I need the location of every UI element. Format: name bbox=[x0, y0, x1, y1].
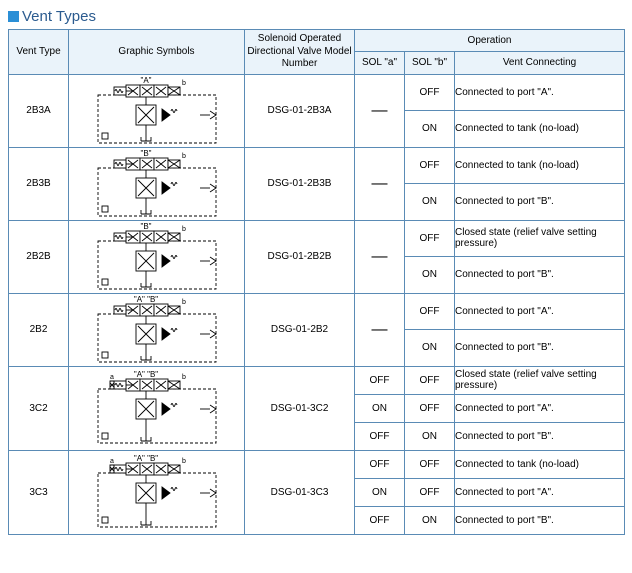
vent-connecting-cell: Connected to port "B". bbox=[455, 506, 625, 534]
vent-type-cell: 2B3A bbox=[9, 74, 69, 147]
vent-type-cell: 3C2 bbox=[9, 366, 69, 450]
sol-a-cell: ON bbox=[355, 478, 405, 506]
vent-connecting-cell: Connected to port "A". bbox=[455, 293, 625, 330]
vent-connecting-cell: Connected to port "A". bbox=[455, 74, 625, 111]
sol-b-cell: ON bbox=[405, 330, 455, 367]
graphic-symbol-cell: "A" "B" b bbox=[69, 293, 245, 366]
sol-b-cell: ON bbox=[405, 422, 455, 450]
svg-text:b: b bbox=[182, 80, 186, 87]
header-sol-a: SOL "a" bbox=[355, 52, 405, 74]
vent-type-cell: 2B3B bbox=[9, 147, 69, 220]
sol-b-cell: OFF bbox=[405, 394, 455, 422]
vent-type-cell: 3C3 bbox=[9, 450, 69, 534]
sol-a-cell: — bbox=[355, 74, 405, 147]
table-header: Vent Type Graphic Symbols Solenoid Opera… bbox=[9, 30, 625, 75]
svg-text:a: a bbox=[110, 374, 114, 381]
model-number-cell: DSG-01-3C3 bbox=[245, 450, 355, 534]
svg-text:"A": "A" bbox=[140, 76, 151, 85]
vent-connecting-cell: Connected to tank (no-load) bbox=[455, 111, 625, 148]
graphic-symbol-cell: "B" b bbox=[69, 220, 245, 293]
svg-text:b: b bbox=[182, 299, 186, 306]
svg-text:"A" "B": "A" "B" bbox=[133, 370, 157, 379]
table-row: 3C2"A" "B"abDSG-01-3C2OFFOFFClosed state… bbox=[9, 366, 625, 394]
sol-b-cell: OFF bbox=[405, 147, 455, 184]
header-model: Solenoid Operated Directional Valve Mode… bbox=[245, 30, 355, 75]
vent-connecting-cell: Connected to port "A". bbox=[455, 478, 625, 506]
vent-connecting-cell: Connected to port "B". bbox=[455, 257, 625, 294]
vent-type-cell: 2B2B bbox=[9, 220, 69, 293]
svg-text:"B": "B" bbox=[140, 149, 151, 158]
model-number-cell: DSG-01-2B2B bbox=[245, 220, 355, 293]
sol-b-cell: ON bbox=[405, 506, 455, 534]
sol-b-cell: ON bbox=[405, 257, 455, 294]
sol-a-cell: OFF bbox=[355, 506, 405, 534]
model-number-cell: DSG-01-2B3A bbox=[245, 74, 355, 147]
sol-b-cell: OFF bbox=[405, 366, 455, 394]
model-number-cell: DSG-01-2B2 bbox=[245, 293, 355, 366]
header-operation: Operation bbox=[355, 30, 625, 52]
svg-text:b: b bbox=[182, 226, 186, 233]
section-title-row: Vent Types bbox=[8, 8, 624, 25]
sol-a-cell: ON bbox=[355, 394, 405, 422]
hydraulic-schematic-icon: "A" "B" a b bbox=[69, 453, 244, 531]
vent-type-cell: 2B2 bbox=[9, 293, 69, 366]
svg-text:b: b bbox=[182, 153, 186, 160]
section-title: Vent Types bbox=[22, 8, 96, 25]
sol-a-cell: — bbox=[355, 220, 405, 293]
graphic-symbol-cell: "B" b bbox=[69, 147, 245, 220]
graphic-symbol-cell: "A" "B" a b bbox=[69, 450, 245, 534]
header-vent-type: Vent Type bbox=[9, 30, 69, 75]
hydraulic-schematic-icon: "B" b bbox=[69, 221, 244, 293]
svg-text:a: a bbox=[110, 458, 114, 465]
hydraulic-schematic-icon: "A" "B" b bbox=[69, 294, 244, 366]
vent-connecting-cell: Connected to port "B". bbox=[455, 422, 625, 450]
table-row: 3C3"A" "B"abDSG-01-3C3OFFOFFConnected to… bbox=[9, 450, 625, 478]
sol-a-cell: — bbox=[355, 293, 405, 366]
header-graphic: Graphic Symbols bbox=[69, 30, 245, 75]
vent-connecting-cell: Closed state (relief valve setting press… bbox=[455, 366, 625, 394]
hydraulic-schematic-icon: "A" b bbox=[69, 75, 244, 147]
model-number-cell: DSG-01-3C2 bbox=[245, 366, 355, 450]
table-row: 2B3B"B"bDSG-01-2B3B—OFFConnected to tank… bbox=[9, 147, 625, 184]
graphic-symbol-cell: "A" "B" a b bbox=[69, 366, 245, 450]
hydraulic-schematic-icon: "A" "B" a b bbox=[69, 369, 244, 447]
sol-b-cell: OFF bbox=[405, 293, 455, 330]
sol-b-cell: OFF bbox=[405, 220, 455, 257]
header-vent-connecting: Vent Connecting bbox=[455, 52, 625, 74]
table-body: 2B3A"A"bDSG-01-2B3A—OFFConnected to port… bbox=[9, 74, 625, 534]
svg-text:"A" "B": "A" "B" bbox=[133, 295, 157, 304]
svg-text:"B": "B" bbox=[140, 222, 151, 231]
table-row: 2B3A"A"bDSG-01-2B3A—OFFConnected to port… bbox=[9, 74, 625, 111]
sol-b-cell: ON bbox=[405, 111, 455, 148]
sol-b-cell: ON bbox=[405, 184, 455, 221]
vent-connecting-cell: Connected to port "A". bbox=[455, 394, 625, 422]
vent-connecting-cell: Connected to port "B". bbox=[455, 184, 625, 221]
vent-connecting-cell: Closed state (relief valve setting press… bbox=[455, 220, 625, 257]
sol-b-cell: OFF bbox=[405, 450, 455, 478]
vent-connecting-cell: Connected to tank (no-load) bbox=[455, 450, 625, 478]
svg-text:"A" "B": "A" "B" bbox=[133, 454, 157, 463]
vent-connecting-cell: Connected to tank (no-load) bbox=[455, 147, 625, 184]
title-bullet-icon bbox=[8, 11, 19, 22]
sol-a-cell: OFF bbox=[355, 450, 405, 478]
header-sol-b: SOL "b" bbox=[405, 52, 455, 74]
sol-a-cell: OFF bbox=[355, 366, 405, 394]
table-row: 2B2"A" "B"bDSG-01-2B2—OFFConnected to po… bbox=[9, 293, 625, 330]
svg-text:b: b bbox=[182, 374, 186, 381]
vent-types-table: Vent Type Graphic Symbols Solenoid Opera… bbox=[8, 29, 625, 535]
table-row: 2B2B"B"bDSG-01-2B2B—OFFClosed state (rel… bbox=[9, 220, 625, 257]
sol-b-cell: OFF bbox=[405, 74, 455, 111]
sol-b-cell: OFF bbox=[405, 478, 455, 506]
graphic-symbol-cell: "A" b bbox=[69, 74, 245, 147]
sol-a-cell: OFF bbox=[355, 422, 405, 450]
hydraulic-schematic-icon: "B" b bbox=[69, 148, 244, 220]
svg-text:b: b bbox=[182, 458, 186, 465]
model-number-cell: DSG-01-2B3B bbox=[245, 147, 355, 220]
sol-a-cell: — bbox=[355, 147, 405, 220]
vent-connecting-cell: Connected to port "B". bbox=[455, 330, 625, 367]
